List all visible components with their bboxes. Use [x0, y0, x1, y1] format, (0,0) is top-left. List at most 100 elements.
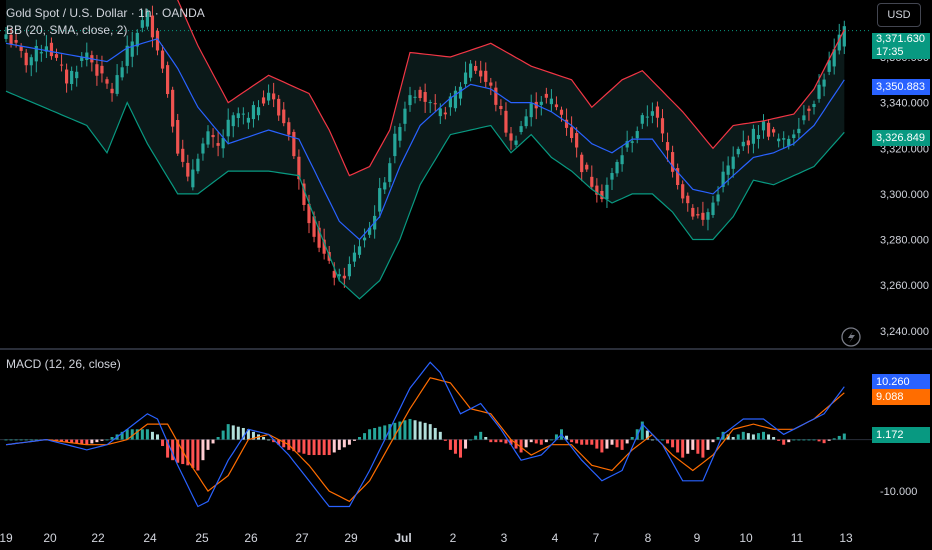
- candle-body: [741, 141, 745, 147]
- flash-icon[interactable]: [841, 327, 861, 347]
- histogram-bar: [459, 439, 462, 458]
- candle-body: [9, 34, 13, 45]
- candle-body: [277, 98, 281, 116]
- histogram-bar: [282, 439, 286, 448]
- time-tick-label: 27: [295, 531, 309, 545]
- histogram-bar: [600, 439, 604, 453]
- candle-body: [418, 89, 422, 99]
- histogram-bar: [363, 433, 367, 440]
- candle-body: [347, 264, 351, 277]
- candle-body: [135, 32, 139, 47]
- candle-body: [196, 158, 200, 172]
- candle-body: [731, 156, 735, 169]
- histogram-bar: [484, 437, 488, 440]
- candle-body: [39, 52, 43, 54]
- macd-indicator-label[interactable]: MACD (12, 26, close): [6, 357, 121, 371]
- candle-body: [519, 126, 523, 133]
- histogram-bar: [817, 439, 821, 442]
- candle-body: [575, 133, 579, 148]
- bb-lower-line: [5, 90, 845, 300]
- histogram-bar: [544, 439, 548, 443]
- histogram-value-tag: 1.172: [872, 427, 930, 443]
- histogram-bar: [272, 439, 276, 443]
- histogram-bar: [186, 439, 190, 466]
- candle-body: [655, 106, 660, 118]
- histogram-bar: [95, 439, 99, 443]
- candle-body: [145, 11, 149, 27]
- time-axis[interactable]: 19 20 22 24 25 26 27 29 Jul 2 3 4 7 8 9 10 11 13: [0, 531, 853, 545]
- candle-body: [499, 105, 503, 110]
- candle-body: [221, 138, 225, 149]
- histogram-bar: [772, 437, 776, 440]
- histogram-bar: [827, 439, 831, 441]
- histogram-bar: [171, 439, 175, 461]
- histogram-bar: [706, 439, 710, 450]
- candle-body: [837, 34, 841, 51]
- histogram-bar: [161, 439, 165, 447]
- candle-body: [580, 154, 584, 173]
- candle-body: [34, 46, 38, 62]
- candle-body: [585, 164, 589, 170]
- histogram-bar: [681, 439, 685, 458]
- candle-body: [150, 15, 155, 38]
- histogram-bar: [777, 439, 781, 441]
- histogram-bar: [671, 439, 675, 448]
- macd-line: [5, 361, 845, 508]
- candle-body: [645, 116, 649, 118]
- candle-body: [65, 69, 69, 84]
- price-pane[interactable]: [0, 0, 872, 300]
- histogram-bar: [216, 437, 220, 440]
- candle-body: [120, 67, 124, 78]
- candle-body: [782, 138, 786, 140]
- histogram-bar: [842, 433, 846, 440]
- histogram-bar: [731, 437, 735, 440]
- histogram-bar: [509, 439, 513, 445]
- candle-body: [171, 89, 175, 127]
- histogram-bar: [312, 439, 316, 456]
- candles: [4, 5, 846, 288]
- histogram-bar: [696, 439, 700, 454]
- candle-body: [489, 82, 493, 86]
- candle-body: [54, 54, 59, 58]
- currency-button[interactable]: USD: [877, 3, 921, 27]
- candle-body: [787, 138, 791, 147]
- histogram-bar: [262, 437, 266, 440]
- macd-value-tag: 10.260: [872, 374, 930, 390]
- histogram-bar: [14, 439, 18, 441]
- histogram-bar: [145, 429, 149, 440]
- candle-body: [70, 70, 74, 84]
- candle-body: [95, 64, 99, 76]
- histogram-bar: [4, 439, 8, 441]
- candle-body: [504, 110, 508, 133]
- histogram-bar: [418, 421, 422, 440]
- histogram-bar: [327, 439, 331, 456]
- candle-body: [640, 115, 644, 124]
- candle-body: [469, 63, 473, 78]
- macd-pane[interactable]: [0, 361, 872, 508]
- histogram-bar: [716, 437, 720, 440]
- time-tick-label: 7: [593, 531, 600, 545]
- candle-body: [630, 141, 634, 143]
- histogram-bar: [792, 439, 796, 441]
- histogram-bar: [236, 426, 240, 440]
- histogram-bar: [736, 434, 740, 440]
- time-tick-label: 29: [344, 531, 358, 545]
- candle-body: [706, 212, 710, 220]
- candle-body: [85, 52, 89, 61]
- signal-value-tag: 9.088: [872, 389, 930, 405]
- histogram-bar: [782, 439, 786, 445]
- time-tick-label: 13: [839, 531, 853, 545]
- histogram-bar: [332, 439, 336, 453]
- bb-indicator-label[interactable]: BB (20, SMA, close, 2): [6, 23, 128, 37]
- candle-body: [24, 52, 28, 66]
- candle-body: [736, 148, 740, 155]
- candle-body: [691, 207, 695, 217]
- candle-body: [660, 118, 665, 134]
- candle-body: [357, 246, 362, 255]
- histogram-bar: [80, 439, 84, 445]
- histogram-bar: [610, 439, 614, 445]
- candle-body: [756, 135, 761, 139]
- candle-body: [272, 93, 276, 100]
- histogram-bar: [428, 424, 432, 440]
